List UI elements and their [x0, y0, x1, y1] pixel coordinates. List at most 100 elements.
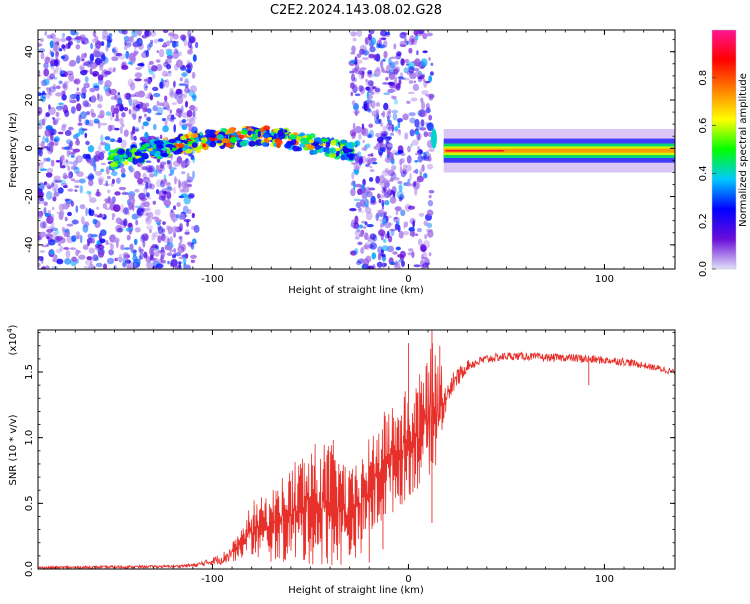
noise-dot: [129, 82, 136, 91]
noise-dot: [147, 108, 152, 114]
signal-dot: [201, 138, 207, 144]
noise-dot: [362, 178, 366, 186]
noise-dot: [163, 178, 167, 185]
noise-dot: [81, 216, 85, 225]
signal-dot: [171, 147, 177, 152]
y-tick-label: -40: [24, 237, 35, 253]
noise-dot: [100, 162, 107, 166]
noise-dot: [94, 57, 102, 66]
noise-dot: [115, 217, 122, 224]
signal-dot: [239, 140, 248, 147]
noise-dot: [97, 93, 100, 101]
noise-dot: [414, 58, 421, 67]
noise-dot: [133, 171, 137, 176]
noise-dot: [145, 160, 152, 163]
noise-dot: [413, 181, 417, 187]
noise-dot: [382, 262, 386, 268]
noise-dot: [175, 112, 180, 116]
noise-dot: [381, 245, 389, 252]
noise-dot: [76, 87, 80, 92]
noise-dot: [354, 125, 362, 134]
noise-dot: [430, 62, 434, 66]
noise-dot: [409, 172, 412, 181]
noise-dot: [85, 111, 91, 116]
noise-dot: [46, 228, 54, 233]
noise-dot: [82, 54, 87, 59]
noise-dot: [113, 237, 120, 243]
noise-dot: [75, 249, 79, 257]
signal-dot: [125, 149, 130, 156]
noise-dot: [50, 159, 55, 167]
noise-dot: [93, 87, 100, 91]
noise-dot: [403, 67, 409, 74]
snr-axes: -100 0 100 0.0 0.5 1.0 1.5: [24, 330, 675, 585]
noise-dot: [128, 61, 133, 65]
noise-dot: [148, 247, 155, 256]
noise-dot: [421, 101, 425, 110]
noise-dot: [170, 152, 173, 161]
noise-dot: [151, 65, 158, 72]
noise-dot: [131, 213, 139, 220]
noise-dot: [178, 195, 185, 199]
signal-dot: [340, 139, 348, 144]
noise-dot: [84, 40, 90, 44]
noise-dot: [179, 223, 183, 232]
noise-dot: [367, 153, 374, 157]
noise-dot: [420, 58, 428, 67]
noise-dot: [145, 192, 150, 198]
noise-dot: [130, 35, 134, 43]
noise-dot: [166, 191, 172, 200]
noise-dot: [89, 53, 95, 62]
signal-dot: [262, 142, 268, 147]
noise-dot: [387, 115, 390, 123]
noise-dot: [187, 194, 195, 199]
noise-dot: [167, 260, 170, 265]
noise-dot: [380, 59, 384, 69]
noise-dot: [127, 36, 132, 42]
noise-dot: [358, 210, 365, 213]
noise-dot: [357, 241, 363, 246]
signal-dot: [307, 145, 315, 150]
noise-dot: [189, 118, 196, 126]
noise-dot: [414, 160, 419, 163]
noise-dot: [427, 230, 434, 238]
noise-dot: [368, 123, 374, 128]
noise-dot: [147, 79, 152, 85]
noise-dot: [183, 218, 191, 223]
noise-dot: [369, 85, 373, 93]
x-tick-label: 100: [595, 274, 614, 285]
noise-dot: [428, 114, 433, 121]
noise-dot: [125, 50, 130, 59]
noise-dot: [145, 50, 149, 58]
noise-dot: [144, 113, 147, 118]
noise-dot: [52, 138, 58, 142]
noise-dot: [79, 66, 85, 71]
noise-dot: [139, 251, 144, 260]
noise-dot: [85, 119, 90, 126]
spectrogram-marks: [38, 30, 675, 269]
noise-dot: [89, 209, 95, 217]
noise-dot: [370, 169, 375, 173]
noise-dot: [365, 186, 371, 194]
noise-dot: [401, 260, 405, 267]
noise-dot: [146, 225, 154, 230]
noise-dot: [43, 115, 47, 122]
noise-dot: [38, 199, 41, 205]
noise-dot: [420, 119, 425, 127]
noise-dot: [354, 56, 358, 66]
noise-dot: [54, 187, 57, 197]
noise-dot: [173, 205, 176, 210]
noise-dot: [125, 257, 129, 267]
noise-dot: [44, 31, 48, 36]
noise-dot: [73, 78, 81, 85]
noise-dot: [82, 153, 88, 159]
noise-dot: [412, 220, 415, 228]
noise-dot: [62, 175, 69, 179]
noise-dot: [160, 179, 164, 185]
noise-dot: [99, 63, 104, 71]
noise-dot: [70, 106, 76, 114]
noise-dot: [89, 197, 97, 203]
noise-dot: [133, 135, 137, 141]
noise-dot: [88, 173, 94, 181]
noise-dot: [127, 53, 135, 62]
